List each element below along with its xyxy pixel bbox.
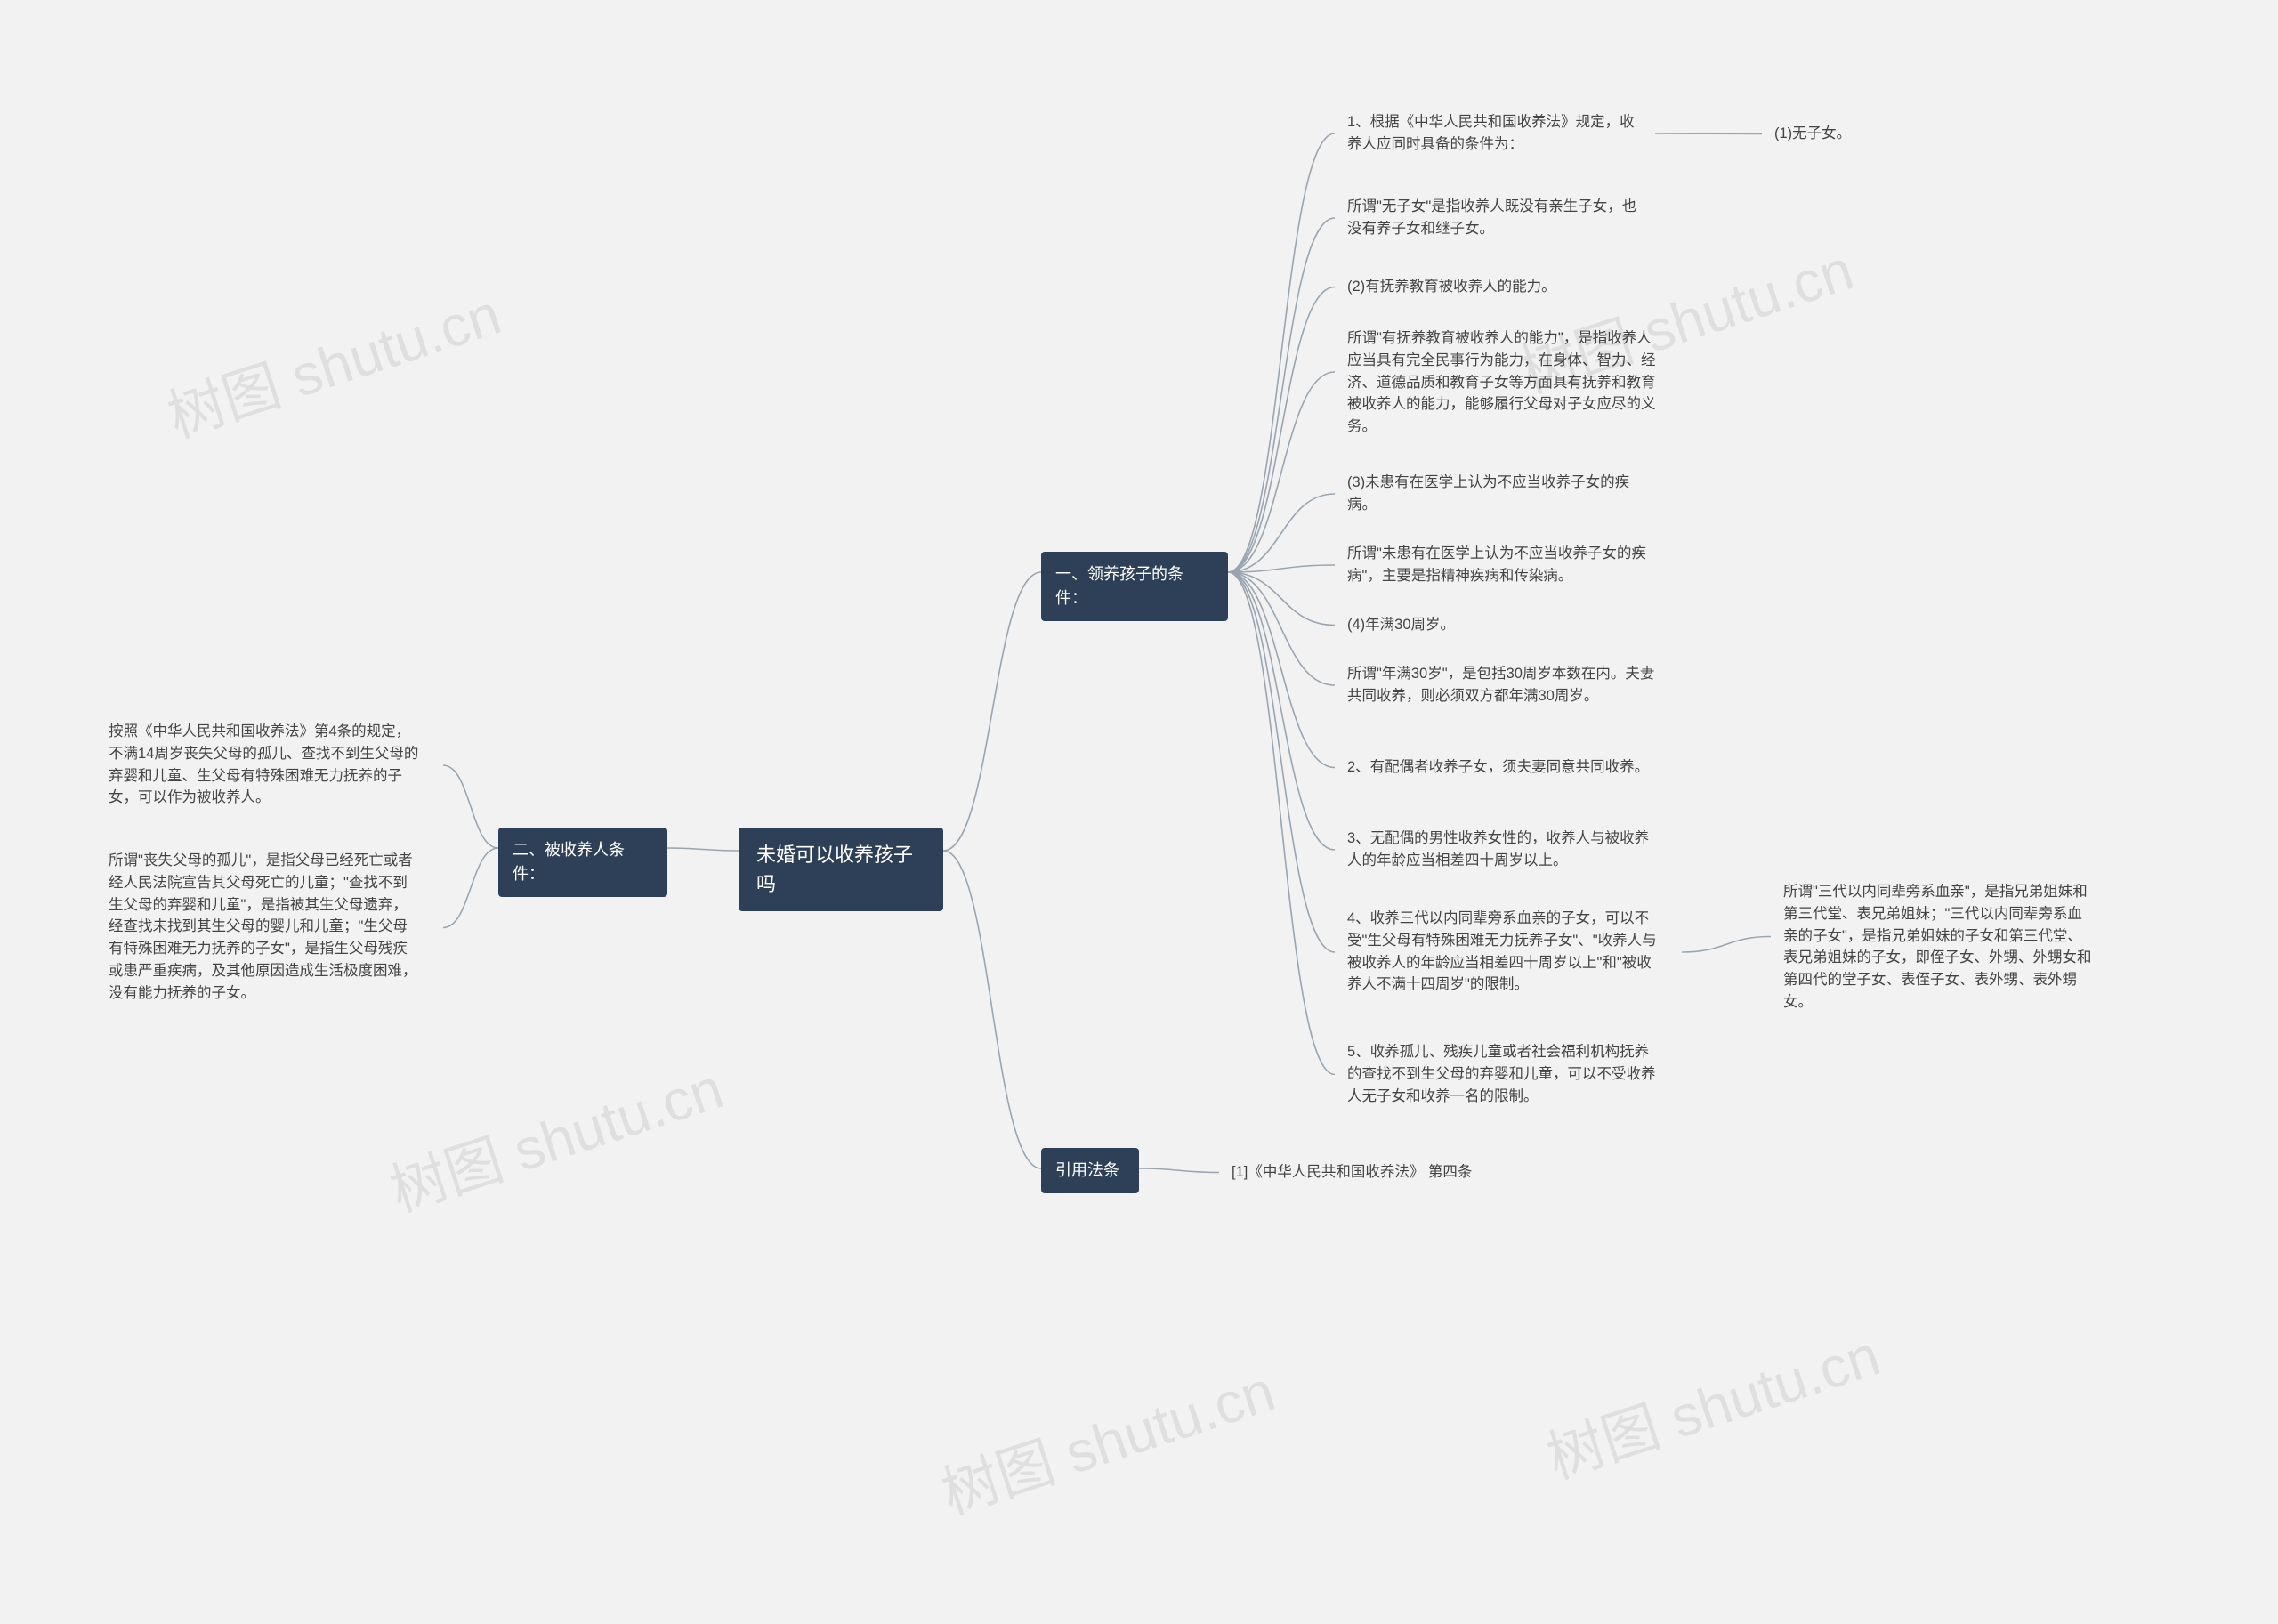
c2: 所谓"无子女"是指收养人既没有亲生子女，也没有养子女和继子女。 — [1335, 187, 1655, 249]
b3: 引用法条 — [1041, 1148, 1139, 1193]
c5: (3)未患有在医学上认为不应当收养子女的疾病。 — [1335, 463, 1664, 525]
c4: 所谓"有抚养教育被收养人的能力"，是指收养人应当具有完全民事行为能力，在身体、智… — [1335, 319, 1673, 447]
b1: 一、领养孩子的条件： — [1041, 552, 1228, 621]
watermark: 树图 shutu.cn — [156, 269, 509, 453]
d2: 所谓"丧失父母的孤儿"，是指父母已经死亡或者经人民法院宣告其父母死亡的儿童；"查… — [96, 841, 434, 1013]
c7: (4)年满30周岁。 — [1335, 605, 1513, 645]
watermark: 树图 shutu.cn — [378, 1043, 731, 1227]
watermark: 树图 shutu.cn — [1535, 1310, 1888, 1494]
c3: (2)有抚养教育被收养人的能力。 — [1335, 267, 1655, 307]
c12: 5、收养孤儿、残疾儿童或者社会福利机构抚养的查找不到生父母的弃婴和儿童，可以不受… — [1335, 1032, 1673, 1116]
c9: 2、有配偶者收养子女，须夫妻同意共同收养。 — [1335, 747, 1673, 788]
watermark: 树图 shutu.cn — [930, 1345, 1283, 1530]
c11a: 所谓"三代以内同辈旁系血亲"，是指兄弟姐妹和第三代堂、表兄弟姐妹；"三代以内同辈… — [1771, 872, 2109, 1022]
d1: 按照《中华人民共和国收养法》第4条的规定，不满14周岁丧失父母的孤儿、查找不到生… — [96, 712, 434, 818]
c1a: (1)无子女。 — [1762, 114, 1869, 154]
e1: [1]《中华人民共和国收养法》 第四条 — [1219, 1152, 1513, 1192]
root-node: 未婚可以收养孩子吗 — [739, 828, 943, 911]
c8: 所谓"年满30岁"，是包括30周岁本数在内。夫妻共同收养，则必须双方都年满30周… — [1335, 654, 1673, 716]
b2: 二、被收养人条件： — [498, 828, 667, 897]
c1: 1、根据《中华人民共和国收养法》规定，收养人应同时具备的条件为： — [1335, 102, 1655, 165]
c10: 3、无配偶的男性收养女性的，收养人与被收养人的年龄应当相差四十周岁以上。 — [1335, 819, 1673, 881]
c6: 所谓"未患有在医学上认为不应当收养子女的疾病"，主要是指精神疾病和传染病。 — [1335, 534, 1673, 596]
c11: 4、收养三代以内同辈旁系血亲的子女，可以不受"生父母有特殊困难无力抚养子女"、"… — [1335, 899, 1673, 1005]
